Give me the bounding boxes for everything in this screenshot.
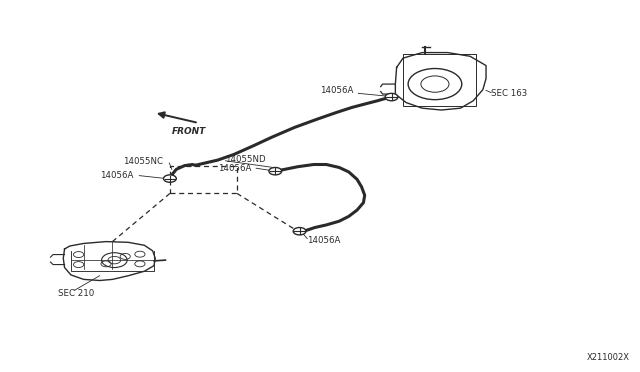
Text: 14056A: 14056A [307, 236, 340, 246]
Text: 14055NC: 14055NC [124, 157, 163, 166]
Circle shape [164, 175, 176, 182]
Bar [403, 54, 476, 106]
Text: 14056A: 14056A [320, 86, 353, 95]
Circle shape [385, 93, 398, 101]
Text: X211002X: X211002X [587, 353, 630, 362]
Circle shape [293, 228, 306, 235]
Text: SEC 210: SEC 210 [58, 289, 95, 298]
Text: 14055ND: 14055ND [225, 155, 266, 164]
Text: 14056A: 14056A [100, 171, 133, 180]
Text: FRONT: FRONT [172, 127, 206, 136]
Text: SEC 163: SEC 163 [491, 89, 527, 98]
Circle shape [269, 167, 282, 175]
Text: 14056A: 14056A [218, 164, 251, 173]
